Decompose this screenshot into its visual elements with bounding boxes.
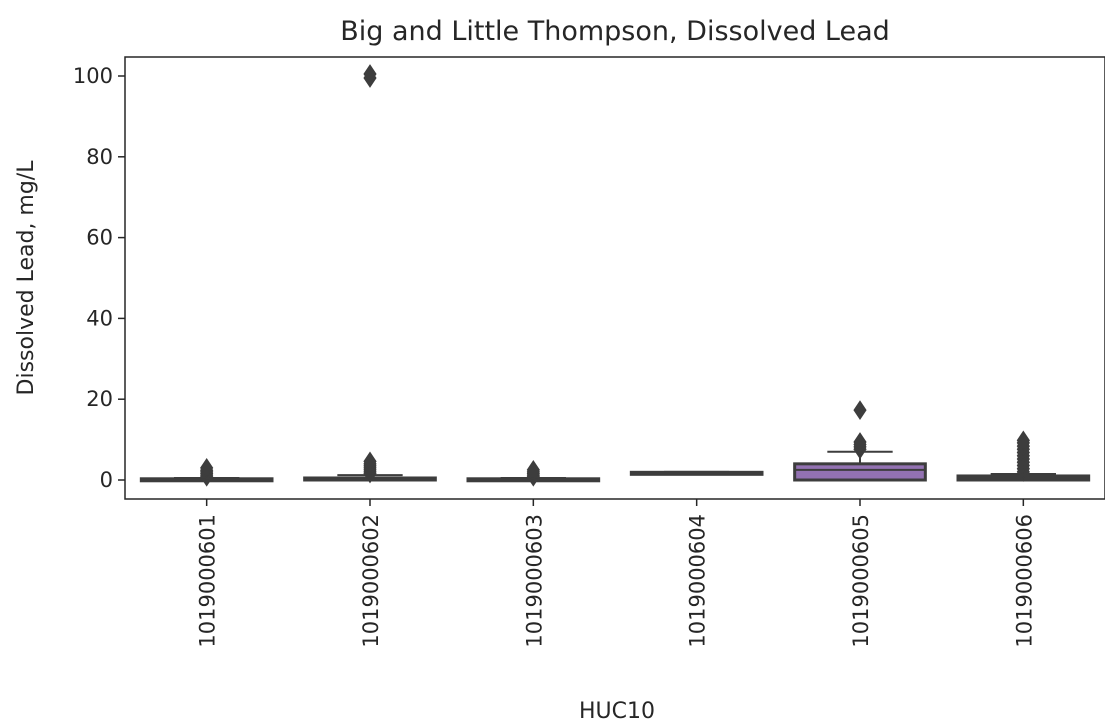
outlier-point	[200, 457, 214, 478]
y-tick-label: 60	[86, 226, 113, 250]
x-tick-label: 1019000602	[359, 514, 383, 648]
box-group	[956, 430, 1091, 482]
outlier-point	[363, 64, 377, 84]
box-group	[303, 64, 437, 484]
y-axis-label: Dissolved Lead, mg/L	[14, 160, 39, 396]
outlier-point	[526, 459, 540, 480]
x-tick-label: 1019000604	[686, 514, 710, 648]
y-tick-label: 100	[73, 64, 113, 88]
axes-frame	[124, 56, 1105, 500]
outlier-point	[853, 432, 867, 452]
y-tick-label: 80	[86, 145, 113, 169]
box	[793, 462, 927, 482]
x-tick-label: 1019000601	[196, 514, 220, 648]
y-tick-label: 40	[86, 306, 113, 330]
plot-area	[139, 64, 1091, 487]
y-tick-label: 20	[86, 387, 113, 411]
outlier-point	[1016, 430, 1030, 451]
box-group	[793, 400, 927, 482]
y-tick-label: 0	[100, 468, 113, 492]
x-axis: 1019000601 1019000602 1019000603 1019000604…	[196, 499, 1036, 648]
x-tick-label: 1019000603	[522, 514, 546, 648]
x-tick-label: 1019000606	[1012, 514, 1036, 648]
box-group	[466, 459, 601, 487]
outlier-point	[363, 451, 377, 472]
outlier-point	[853, 400, 867, 421]
chart-title: Big and Little Thompson, Dissolved Lead	[340, 16, 890, 47]
box-group	[629, 470, 764, 476]
x-axis-label: HUC10	[579, 699, 655, 724]
x-tick-label: 1019000605	[849, 514, 873, 648]
y-axis: 0 20 40 60 80 100	[73, 64, 125, 492]
box-group	[139, 457, 274, 487]
